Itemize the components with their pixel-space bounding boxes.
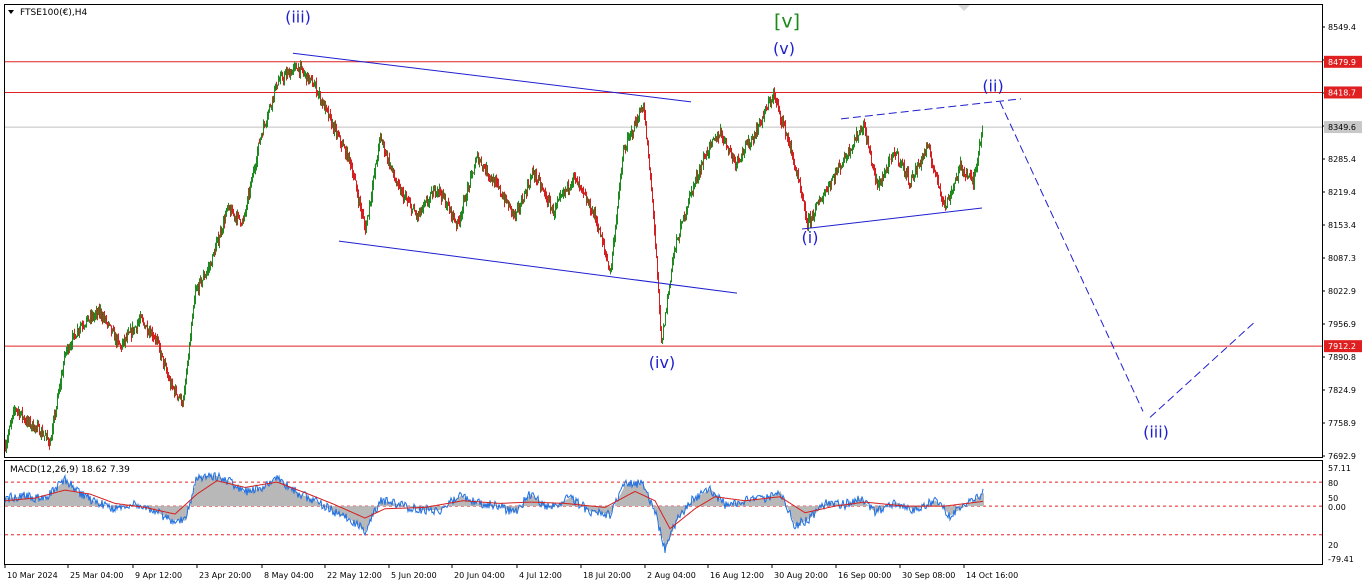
price-tick-label: 8022.9 [1328,287,1356,296]
time-axis: 10 Mar 2024 25 Mar 04:00 9 Apr 12:00 23 Apr… [4,564,1018,580]
wave-label-4: (i) [802,228,819,247]
price-tick-label: 8285.4 [1328,155,1356,164]
upper-trendline-left[interactable] [292,52,692,103]
wave-label-6: (iii) [1143,422,1169,441]
price-tick-label: 7956.9 [1328,320,1356,329]
price-tick-label: 7890.8 [1328,353,1356,362]
macd-tick-label: 0.00 [1328,503,1346,512]
horizontal-levels [5,61,1322,347]
price-tick-label: 8087.3 [1328,254,1356,263]
time-tick-label: 30 Sep 08:00 [902,571,955,580]
lower-trendline-right[interactable] [801,207,983,230]
projection-down[interactable] [999,101,1144,412]
level-tag-1: 8418.7 [1328,88,1356,97]
time-tick-label: 20 Jun 04:00 [454,571,505,580]
price-tick-label: 8219.4 [1328,188,1356,197]
time-tick-label: 23 Apr 20:00 [199,571,251,580]
time-tick-label: 16 Aug 12:00 [710,571,764,580]
chart-menu-arrow-icon[interactable] [8,10,14,14]
time-tick-label: 2 Aug 04:00 [647,571,696,580]
macd-tick-label: 80 [1328,479,1338,488]
price-axis: 8549.48483.38418.78351.68285.48219.48153… [1322,23,1362,461]
level-tag-2-bg [1324,340,1362,353]
time-tick-label: 5 Jun 20:00 [391,571,437,580]
macd-panel [4,471,1322,554]
main-chart-title: FTSE100(€),H4 [20,8,87,18]
time-tick-label: 18 Jul 20:00 [583,571,631,580]
level-tag-1-bg [1324,86,1362,99]
wave-label-0: (iii) [285,8,311,27]
time-tick-label: 8 May 04:00 [264,571,314,580]
wave-label-2: (v) [773,39,795,58]
time-tick-label: 10 Mar 2024 [7,571,58,580]
upper-trendline-right[interactable] [840,98,1022,120]
macd-signal-line [4,480,984,530]
macd-title: MACD(12,26,9) 18.62 7.39 [10,465,130,475]
macd-tick-label: 57.11 [1328,464,1351,473]
macd-tick-label: 20 [1328,541,1338,550]
price-tick-label: 7758.9 [1328,419,1356,428]
time-tick-label: 4 Jul 12:00 [519,571,562,580]
time-tick-label: 14 Oct 16:00 [966,571,1018,580]
level-tag-2: 7912.2 [1328,342,1356,351]
scroll-marker-icon[interactable] [958,5,970,11]
wave-label-3: (ii) [982,76,1003,95]
current-price-tag: 8349.6 [1328,123,1356,132]
macd-axis: 57.11 80 500.00 20 -79.41 [1328,464,1354,564]
time-tick-label: 25 Mar 04:00 [70,571,123,580]
price-tick-label: 7692.9 [1328,452,1356,461]
wave-label-1: [v] [774,11,800,33]
time-tick-label: 22 May 12:00 [327,571,382,580]
price-tick-label: 8549.4 [1328,23,1356,32]
time-tick-label: 9 Apr 12:00 [135,571,182,580]
level-tag-0: 8479.9 [1328,58,1356,67]
macd-tick-label: 50 [1328,494,1338,503]
time-tick-label: 16 Sep 00:00 [838,571,891,580]
time-tick-label: 30 Aug 20:00 [774,571,828,580]
current-price-tag-bg [1324,121,1362,134]
main-plot-frame [4,4,1323,458]
lower-trendline-left[interactable] [338,240,738,294]
price-tick-label: 7824.9 [1328,386,1356,395]
wave-label-5: (iv) [649,353,675,372]
macd-line [4,471,984,554]
elliott-wave-lines [292,52,1256,418]
level-tag-0-bg [1324,55,1362,68]
wave-labels: (iii) [v] (v) (ii) (i) (iv) (iii) [285,8,1169,442]
macd-tick-label: -79.41 [1328,555,1354,564]
price-tick-label: 8153.4 [1328,221,1356,230]
